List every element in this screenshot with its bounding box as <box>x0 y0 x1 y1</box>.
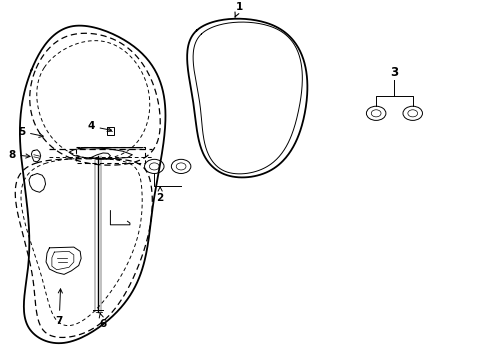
Text: 5: 5 <box>18 127 43 138</box>
Text: 7: 7 <box>56 289 63 326</box>
Text: 4: 4 <box>87 121 111 131</box>
Text: 1: 1 <box>235 1 243 17</box>
Bar <box>106 127 114 135</box>
Text: 8: 8 <box>8 149 30 159</box>
Text: 3: 3 <box>389 66 398 79</box>
Text: 2: 2 <box>156 187 163 203</box>
Text: 6: 6 <box>99 314 106 329</box>
